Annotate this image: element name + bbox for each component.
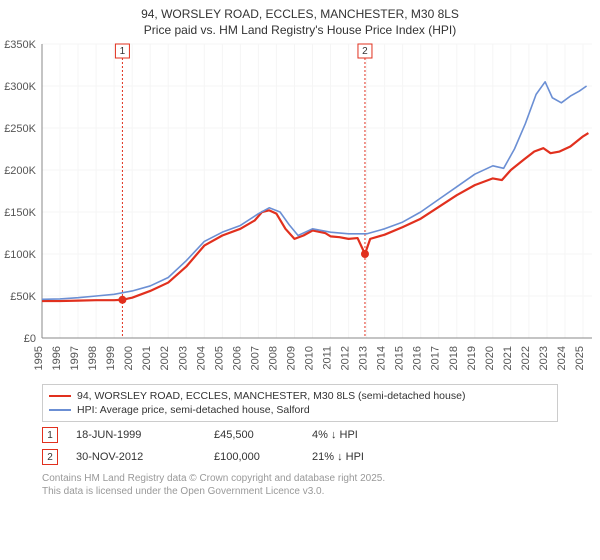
svg-text:2017: 2017 (430, 346, 442, 370)
svg-text:2000: 2000 (123, 346, 135, 370)
svg-text:2008: 2008 (267, 346, 279, 370)
title-line-1: 94, WORSLEY ROAD, ECCLES, MANCHESTER, M3… (4, 6, 596, 22)
svg-text:2020: 2020 (484, 346, 496, 370)
legend-item-property: 94, WORSLEY ROAD, ECCLES, MANCHESTER, M3… (49, 389, 551, 403)
svg-text:2004: 2004 (195, 346, 207, 370)
svg-text:2013: 2013 (358, 346, 370, 370)
sale-events: 1 18-JUN-1999 £45,500 4% ↓ HPI 2 30-NOV-… (42, 424, 558, 468)
svg-text:2006: 2006 (231, 346, 243, 370)
event-row: 1 18-JUN-1999 £45,500 4% ↓ HPI (42, 424, 558, 446)
event-price: £100,000 (214, 451, 294, 463)
event-change: 4% ↓ HPI (312, 429, 358, 441)
svg-text:1998: 1998 (87, 346, 99, 370)
svg-text:2003: 2003 (177, 346, 189, 370)
chart-title: 94, WORSLEY ROAD, ECCLES, MANCHESTER, M3… (0, 0, 600, 40)
svg-text:£150K: £150K (4, 207, 36, 219)
legend-label-property: 94, WORSLEY ROAD, ECCLES, MANCHESTER, M3… (77, 390, 465, 402)
chart-plot: £0 £50K £100K £150K £200K £250K £300K £350K 1995… (0, 40, 594, 380)
chart-container: 94, WORSLEY ROAD, ECCLES, MANCHESTER, M3… (0, 0, 600, 560)
svg-text:2018: 2018 (448, 346, 460, 370)
svg-text:£300K: £300K (4, 81, 36, 93)
event-date: 18-JUN-1999 (76, 429, 196, 441)
svg-text:1995: 1995 (33, 346, 45, 370)
svg-text:2009: 2009 (285, 346, 297, 370)
legend-item-hpi: HPI: Average price, semi-detached house,… (49, 403, 551, 417)
svg-text:2025: 2025 (574, 346, 586, 370)
svg-text:2001: 2001 (141, 346, 153, 370)
svg-text:2007: 2007 (249, 346, 261, 370)
attrib-line-1: Contains HM Land Registry data © Crown c… (42, 472, 558, 485)
svg-text:1997: 1997 (69, 346, 81, 370)
legend-swatch-property (49, 395, 71, 397)
svg-text:1: 1 (120, 47, 126, 58)
event-price: £45,500 (214, 429, 294, 441)
svg-text:1999: 1999 (105, 346, 117, 370)
svg-text:2010: 2010 (303, 346, 315, 370)
attribution: Contains HM Land Registry data © Crown c… (42, 472, 558, 498)
chart-svg: £0 £50K £100K £150K £200K £250K £300K £350K 1995… (0, 40, 600, 380)
event-marker-2: 2 (42, 449, 58, 465)
svg-text:2016: 2016 (412, 346, 424, 370)
svg-text:2019: 2019 (466, 346, 478, 370)
svg-text:£250K: £250K (4, 123, 36, 135)
svg-text:£350K: £350K (4, 40, 36, 51)
svg-text:2015: 2015 (394, 346, 406, 370)
svg-text:£50K: £50K (10, 291, 36, 303)
svg-text:2005: 2005 (213, 346, 225, 370)
svg-text:2023: 2023 (538, 346, 550, 370)
svg-text:2: 2 (362, 47, 368, 58)
svg-text:2022: 2022 (520, 346, 532, 370)
svg-text:£100K: £100K (4, 249, 36, 261)
svg-text:£0: £0 (24, 333, 36, 345)
svg-text:2002: 2002 (159, 346, 171, 370)
legend-label-hpi: HPI: Average price, semi-detached house,… (77, 404, 310, 416)
title-line-2: Price paid vs. HM Land Registry's House … (4, 22, 596, 38)
event-marker-1: 1 (42, 427, 58, 443)
svg-text:2011: 2011 (322, 346, 334, 370)
svg-text:2021: 2021 (502, 346, 514, 370)
event-row: 2 30-NOV-2012 £100,000 21% ↓ HPI (42, 446, 558, 468)
svg-text:£200K: £200K (4, 165, 36, 177)
svg-text:2012: 2012 (340, 346, 352, 370)
legend-swatch-hpi (49, 409, 71, 411)
svg-text:1996: 1996 (51, 346, 63, 370)
event-date: 30-NOV-2012 (76, 451, 196, 463)
legend: 94, WORSLEY ROAD, ECCLES, MANCHESTER, M3… (42, 384, 558, 422)
attrib-line-2: This data is licensed under the Open Gov… (42, 485, 558, 498)
event-change: 21% ↓ HPI (312, 451, 364, 463)
svg-text:2024: 2024 (556, 346, 568, 370)
svg-text:2014: 2014 (376, 346, 388, 370)
